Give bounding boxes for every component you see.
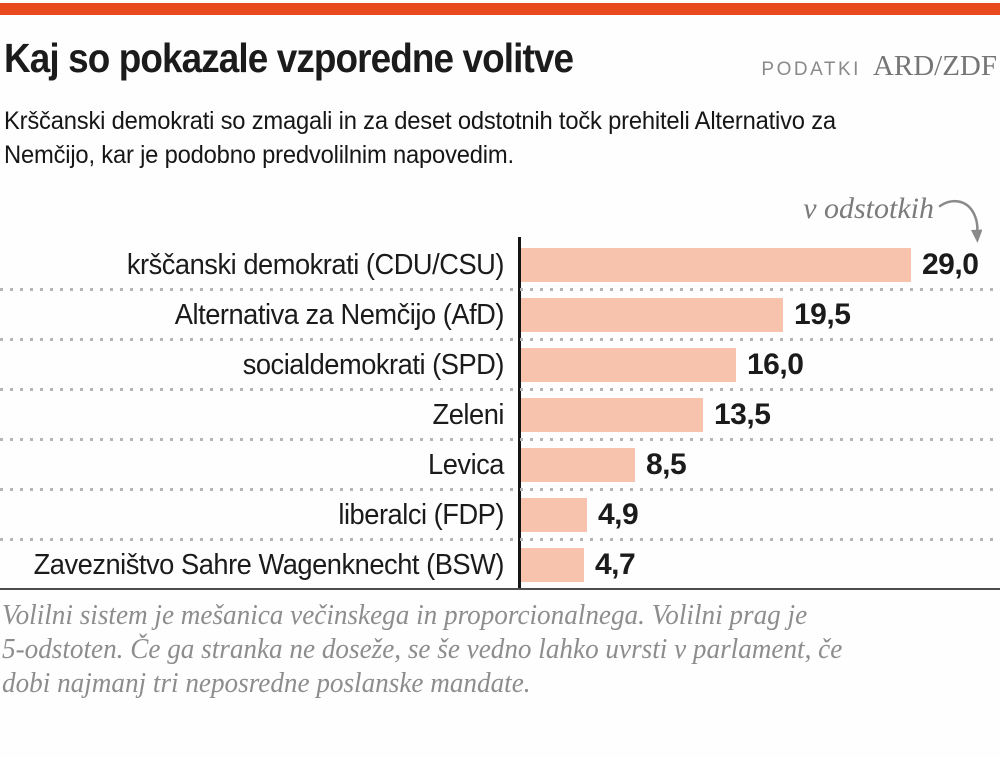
curved-arrow-icon xyxy=(938,199,982,243)
bar-value: 19,5 xyxy=(794,298,851,331)
page-title: Kaj so pokazale vzporedne volitve xyxy=(4,35,574,81)
bar-label: Levica xyxy=(428,449,504,481)
source-label: PODATKI xyxy=(761,59,861,80)
bar-label: Zeleni xyxy=(432,399,505,431)
dotted-separator xyxy=(0,388,1000,391)
bar-value: 8,5 xyxy=(646,448,687,481)
footnote-line: 5-odstoten. Če ga stranka ne doseže, se … xyxy=(2,634,843,665)
subtitle-line-2: Nemčijo, kar je podobno predvolilnim nap… xyxy=(4,141,514,169)
chart-axis-line xyxy=(518,237,521,590)
subtitle-line-1: Krščanski demokrati so zmagali in za des… xyxy=(4,107,836,135)
chart-row: liberalci (FDP) 4,9 xyxy=(0,490,1000,540)
bar xyxy=(521,448,635,482)
unit-label: v odstotkih xyxy=(803,192,934,225)
bar-label: Alternativa za Nemčijo (AfD) xyxy=(174,299,505,331)
bar-value: 4,7 xyxy=(595,548,636,581)
bar-label: Zavezništvo Sahre Wagenknecht (BSW) xyxy=(33,549,505,581)
chart-row: Alternativa za Nemčijo (AfD) 19,5 xyxy=(0,290,1000,340)
bar xyxy=(521,348,736,382)
chart-row: krščanski demokrati (CDU/CSU) 29,0 xyxy=(0,240,1000,290)
bar-value: 4,9 xyxy=(598,498,639,531)
footer-divider-line xyxy=(0,588,1000,590)
bar xyxy=(521,298,783,332)
dotted-separator xyxy=(0,538,1000,541)
bar-chart: krščanski demokrati (CDU/CSU) 29,0 Alterna… xyxy=(0,237,1000,590)
footnote: Volilni sistem je mešanica večinskega in… xyxy=(2,599,1000,701)
dotted-separator xyxy=(0,438,1000,441)
chart-row: Levica 8,5 xyxy=(0,440,1000,490)
dotted-separator xyxy=(0,288,1000,291)
chart-row: Zavezništvo Sahre Wagenknecht (BSW) 4,7 xyxy=(0,540,1000,590)
dotted-separator xyxy=(0,488,1000,491)
footnote-line: Volilni sistem je mešanica večinskega in… xyxy=(2,600,808,631)
bar-label: socialdemokrati (SPD) xyxy=(242,349,505,381)
bar-value: 13,5 xyxy=(714,398,771,431)
bar xyxy=(521,498,587,532)
bar-label: krščanski demokrati (CDU/CSU) xyxy=(126,249,505,281)
source-value: ARD/ZDF xyxy=(872,50,997,82)
bar-value: 16,0 xyxy=(747,348,804,381)
bar xyxy=(521,248,911,282)
bar xyxy=(521,398,703,432)
chart-row: socialdemokrati (SPD) 16,0 xyxy=(0,340,1000,390)
dotted-separator xyxy=(0,338,1000,341)
chart-row: Zeleni 13,5 xyxy=(0,390,1000,440)
bar-label: liberalci (FDP) xyxy=(338,499,504,531)
footnote-line: dobi najmanj tri neposredne poslanske ma… xyxy=(2,668,531,699)
subtitle: Krščanski demokrati so zmagali in za des… xyxy=(4,104,992,172)
data-source: PODATKI ARD/ZDF xyxy=(761,50,997,83)
bar-value: 29,0 xyxy=(922,248,979,281)
bar xyxy=(521,548,584,582)
top-accent-bar xyxy=(0,3,1000,15)
